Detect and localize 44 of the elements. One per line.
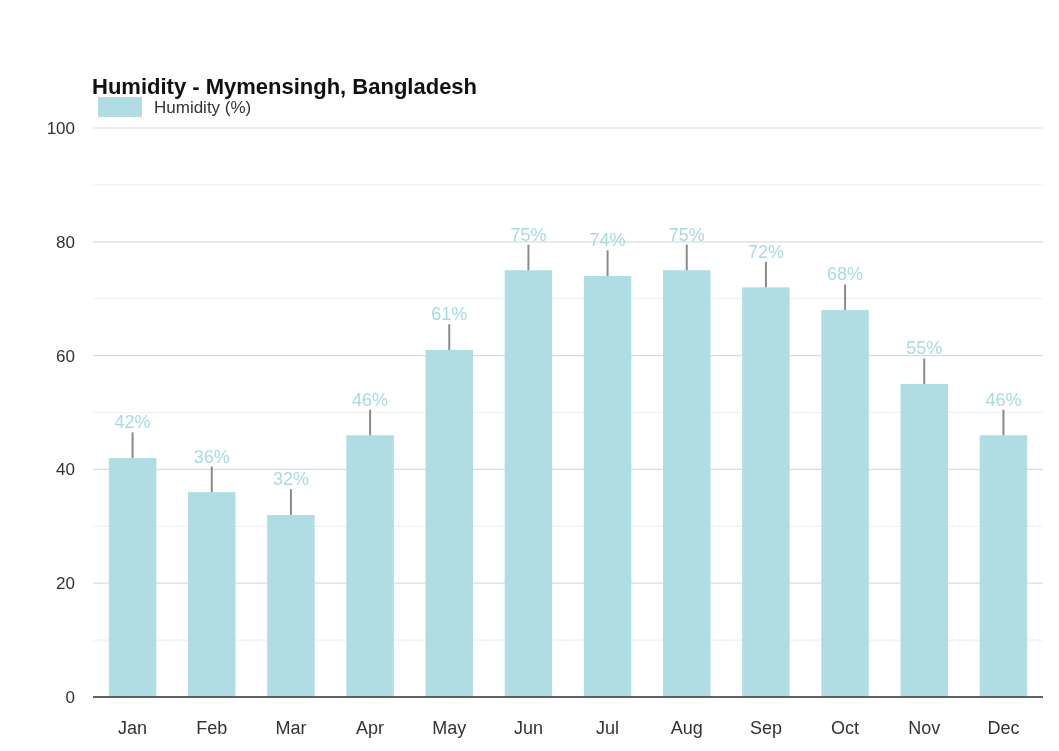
bar: [425, 349, 473, 697]
x-tick-label: Dec: [987, 718, 1020, 738]
data-label: 55%: [906, 338, 943, 359]
x-tick-label: Aug: [670, 718, 703, 738]
bar: [583, 275, 632, 697]
x-tick-label: Jul: [596, 718, 620, 738]
legend-label: Humidity (%): [154, 98, 252, 117]
x-tick-label: May: [432, 718, 467, 738]
bar: [663, 270, 711, 697]
bar: [821, 310, 869, 697]
bar: [188, 492, 236, 697]
data-label: 61%: [431, 304, 468, 325]
chart-title: Humidity - Mymensingh, Bangladesh: [92, 74, 478, 99]
y-tick-label: 40: [56, 460, 75, 480]
y-tick-label: 100: [46, 119, 75, 138]
y-tick-label: 80: [56, 232, 75, 252]
data-label: 46%: [985, 389, 1022, 410]
y-tick-label: 60: [56, 346, 75, 366]
data-label: 75%: [510, 224, 547, 245]
data-label: 46%: [352, 389, 389, 410]
data-label: 32%: [272, 469, 309, 490]
bar: [346, 435, 394, 697]
x-tick-label: Apr: [356, 718, 385, 738]
bar: [108, 458, 157, 697]
bar: [504, 270, 553, 697]
y-tick-label: 0: [65, 688, 75, 707]
x-tick-label: Jun: [513, 718, 543, 738]
data-label: 42%: [114, 412, 151, 433]
data-label: 36%: [193, 446, 230, 467]
bar: [900, 384, 948, 697]
bar: [267, 514, 315, 697]
x-tick-label: Nov: [908, 718, 941, 738]
x-tick-label: Oct: [831, 718, 860, 738]
x-tick-label: Jan: [118, 718, 148, 738]
x-tick-label: Mar: [275, 718, 307, 738]
bar: [742, 287, 790, 697]
data-label: 68%: [827, 264, 864, 285]
x-tick-label: Feb: [196, 718, 228, 738]
data-label: 74%: [589, 230, 626, 251]
y-tick-label: 20: [56, 574, 75, 594]
bar: [979, 435, 1028, 697]
data-label: 75%: [668, 224, 705, 245]
data-label: 72%: [747, 241, 784, 262]
x-tick-label: Sep: [749, 718, 782, 738]
